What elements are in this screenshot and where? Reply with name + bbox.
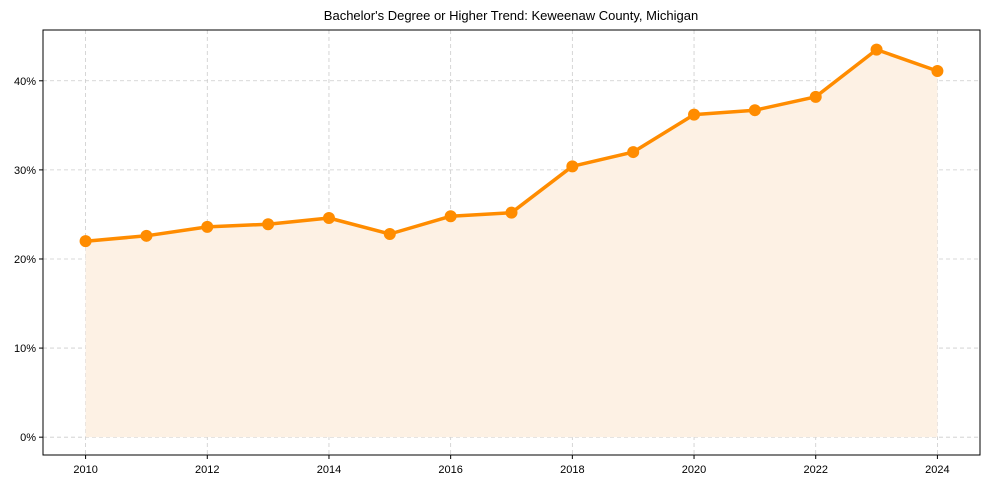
x-tick-label: 2022: [803, 464, 827, 476]
x-axis: 2010 2012 2014 2016 2018 2020 2022 2024: [73, 455, 950, 476]
x-tick-label: 2018: [560, 464, 584, 476]
x-tick-label: 2024: [925, 464, 949, 476]
data-point: [322, 211, 335, 224]
data-point: [262, 218, 275, 231]
y-tick-label: 10%: [14, 343, 36, 355]
chart-title: Bachelor's Degree or Higher Trend: Kewee…: [324, 8, 698, 23]
data-point: [444, 210, 457, 223]
y-tick-label: 40%: [14, 76, 36, 88]
data-point: [688, 108, 701, 121]
x-tick-label: 2010: [73, 464, 97, 476]
x-tick-label: 2016: [438, 464, 462, 476]
x-tick-label: 2012: [195, 464, 219, 476]
area-fill: [85, 49, 938, 438]
x-tick-label: 2020: [682, 464, 706, 476]
data-point: [140, 229, 153, 242]
data-points: [79, 43, 944, 248]
x-tick-label: 2014: [317, 464, 341, 476]
y-axis: 0% 10% 20% 30% 40%: [14, 76, 43, 444]
data-point: [566, 160, 579, 173]
data-point: [748, 104, 761, 117]
y-tick-label: 30%: [14, 165, 36, 177]
data-point: [79, 235, 92, 248]
data-point: [627, 146, 640, 159]
data-point: [931, 64, 944, 77]
y-tick-label: 20%: [14, 254, 36, 266]
plot-frame: [42, 29, 981, 456]
data-point: [505, 206, 518, 219]
data-point: [383, 228, 396, 241]
y-tick-label: 0%: [20, 432, 36, 444]
data-point: [201, 220, 214, 233]
data-point: [809, 90, 822, 103]
data-point: [870, 43, 883, 56]
